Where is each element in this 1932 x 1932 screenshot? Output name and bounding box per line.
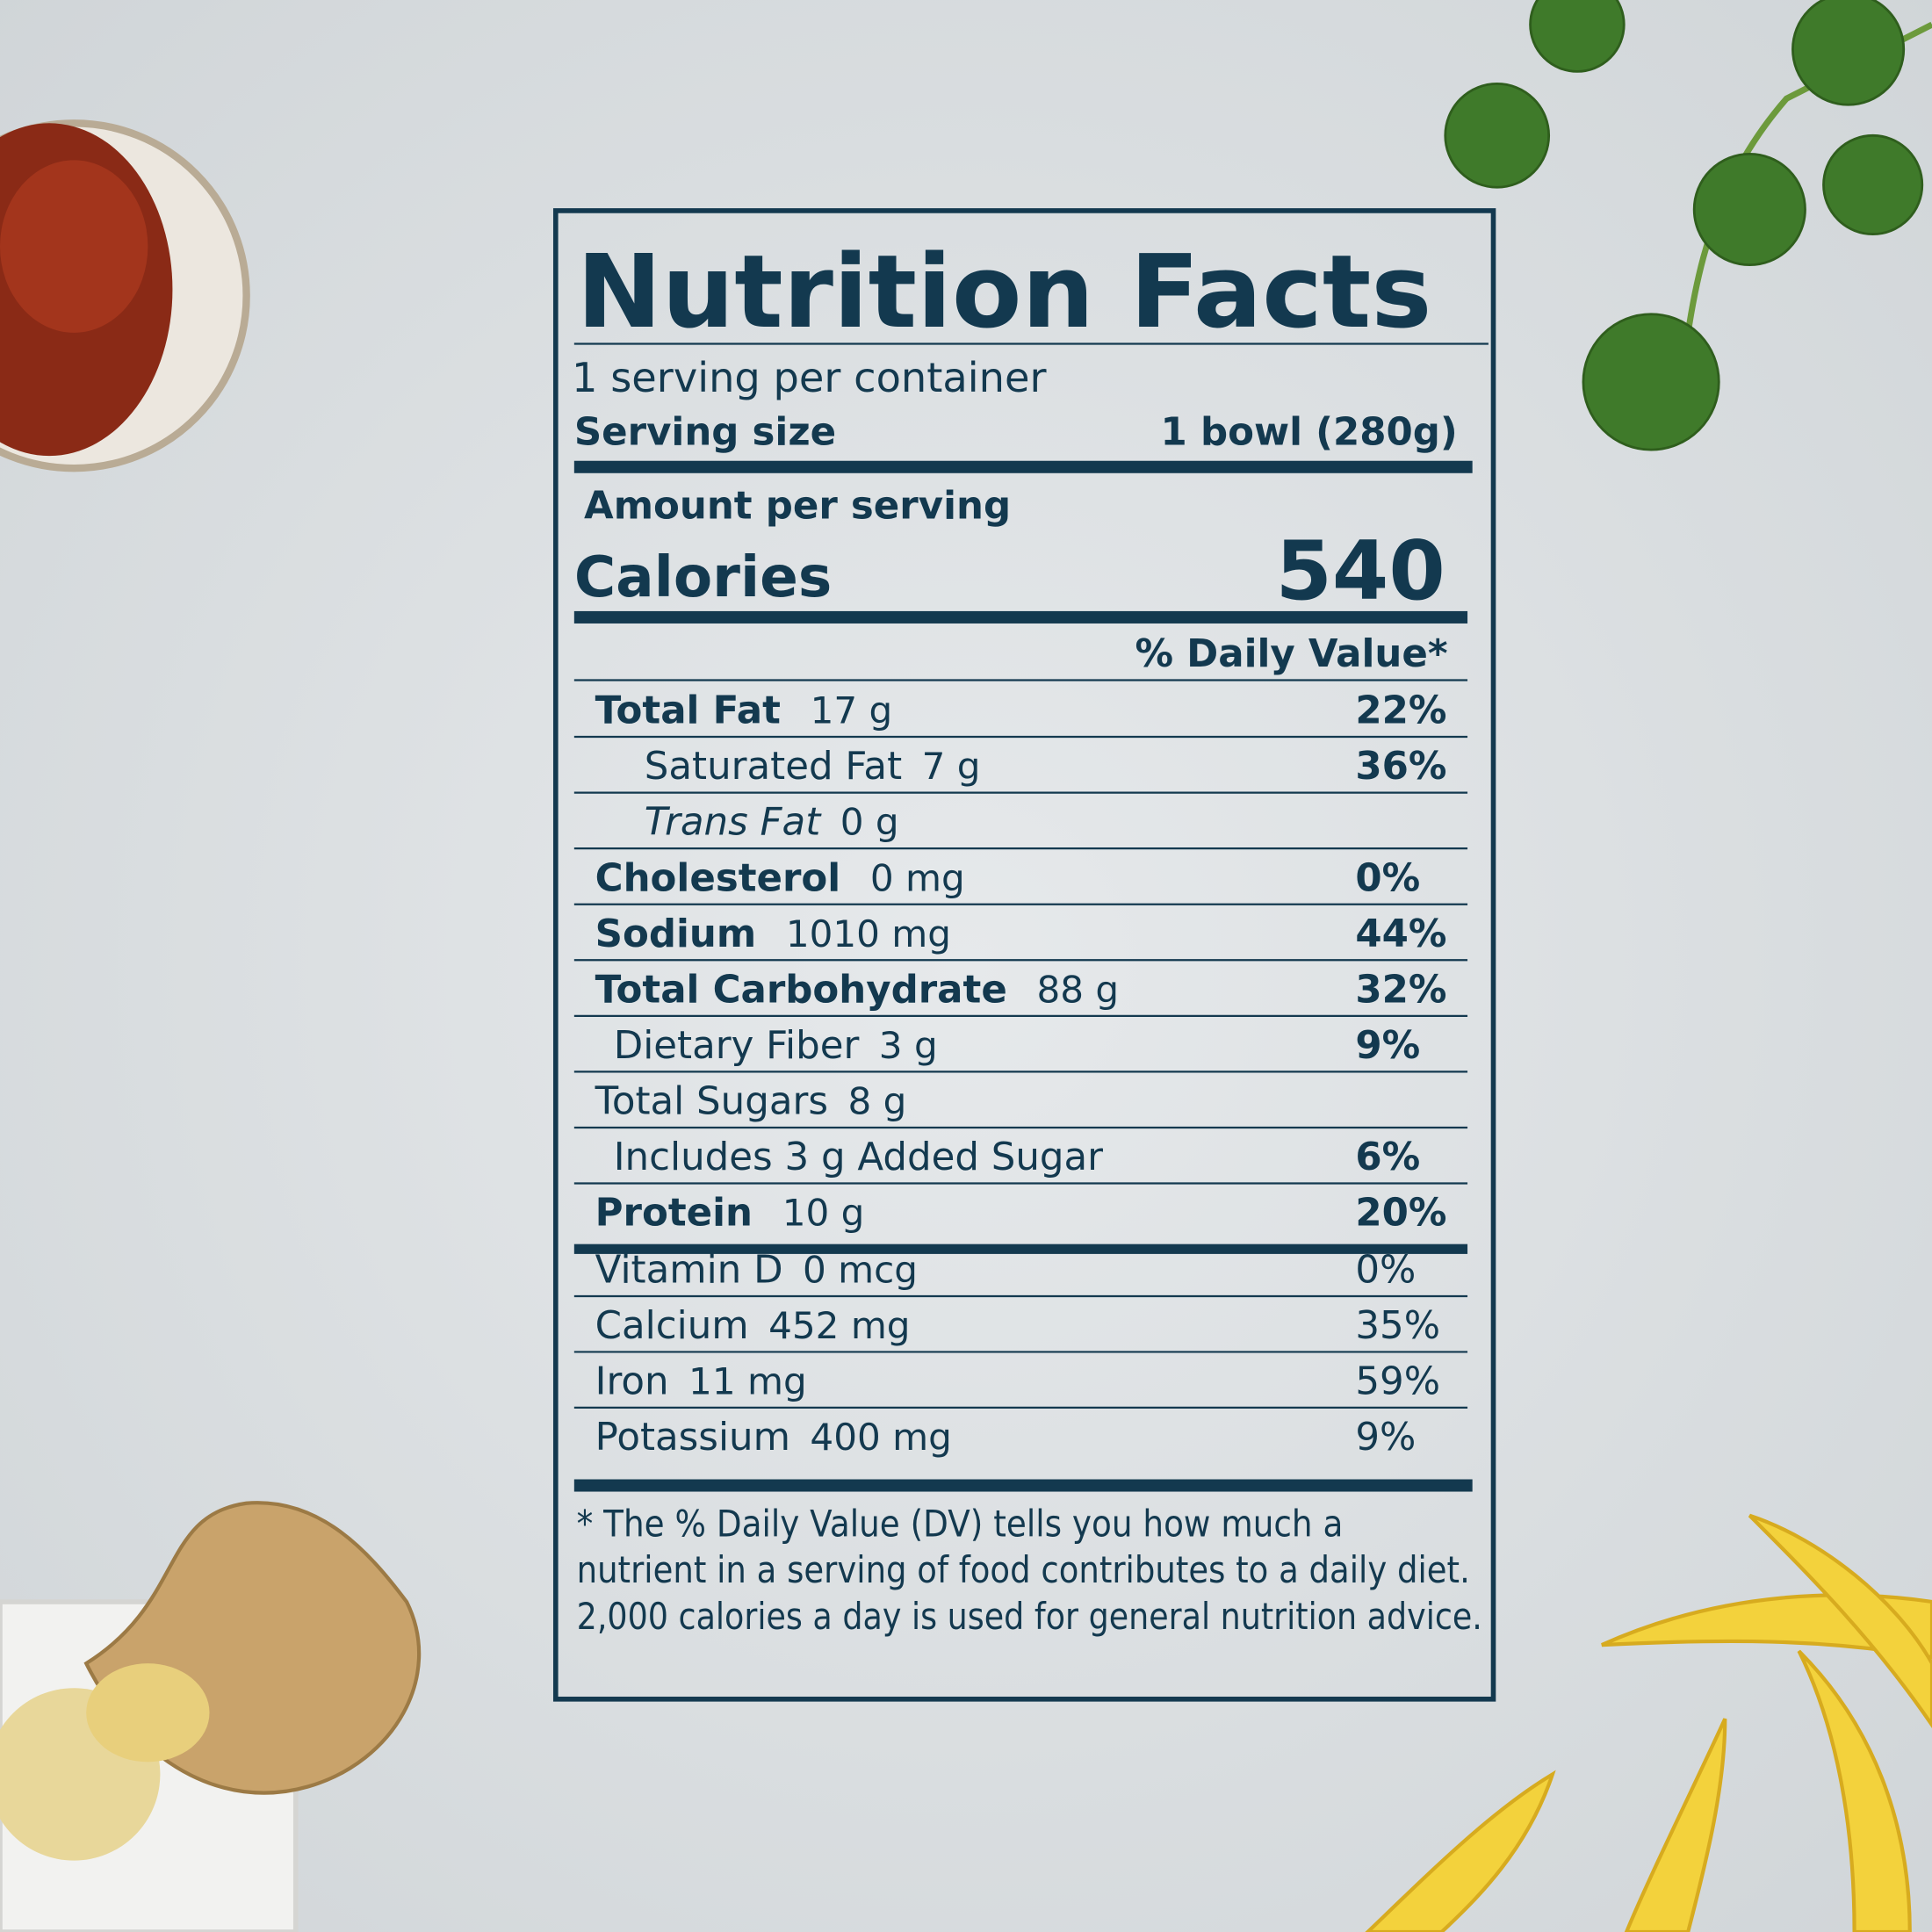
- nutrient-amount: 0 mcg: [803, 1249, 918, 1292]
- nutrient-name: Calcium: [595, 1304, 749, 1348]
- nutrition-label: Nutrition Facts 1 serving per container …: [552, 208, 1496, 1702]
- daily-value: 0%: [1355, 1249, 1416, 1293]
- calories-value: 540: [1276, 523, 1445, 618]
- nutrient-name: Protein: [595, 1192, 753, 1236]
- daily-value: 6%: [1355, 1135, 1420, 1179]
- daily-value-header: % Daily Value*: [1135, 632, 1447, 676]
- nutrient-name: Vitamin D: [595, 1249, 783, 1293]
- nutrient-amount: 400 mg: [810, 1416, 951, 1459]
- chili-paste-bowl: [0, 119, 250, 472]
- serving-size-value: 1 bowl (280g): [1161, 411, 1458, 455]
- servings: 1 serving per container: [572, 354, 1047, 401]
- calories-label: Calories: [574, 544, 832, 610]
- nutrient-name: Dietary Fiber: [614, 1024, 860, 1068]
- nutrient-amount: 3 g: [879, 1024, 938, 1067]
- nutrient-name: Potassium: [595, 1416, 790, 1460]
- daily-value: 36%: [1355, 745, 1446, 789]
- nutrient-amount: 88 g: [1036, 968, 1119, 1011]
- nutrient-name: Trans Fat: [645, 801, 822, 845]
- nutrient-name: Total Fat: [595, 689, 781, 733]
- baby-corn: [1365, 1513, 1932, 1932]
- daily-value: 9%: [1355, 1416, 1416, 1460]
- nutrient-amount: 7 g: [922, 745, 981, 788]
- cilantro: [1444, 0, 1932, 451]
- amount-per-serving: Amount per serving: [584, 485, 1011, 529]
- daily-value: 22%: [1355, 689, 1446, 733]
- footnote-line: * The % Daily Value (DV) tells you how m…: [577, 1503, 1344, 1546]
- nutrient-amount: 10 g: [782, 1192, 865, 1235]
- ginger: [0, 1501, 422, 1932]
- label-border: [552, 208, 1496, 1702]
- nutrient-name: Iron: [595, 1359, 669, 1403]
- divider: [573, 460, 1473, 473]
- nutrient-amount: 17 g: [811, 689, 893, 732]
- nutrient-amount: 0 mg: [870, 856, 965, 899]
- nutrient-amount: 8 g: [847, 1080, 906, 1123]
- nutrient-name: Total Carbohydrate: [595, 968, 1007, 1012]
- daily-value: 9%: [1355, 1024, 1420, 1068]
- nutrient-amount: 1010 mg: [786, 912, 951, 955]
- nutrient-name: Sodium: [595, 912, 757, 956]
- nutrient-name: Includes 3 g Added Sugar: [614, 1135, 1103, 1179]
- daily-value: 59%: [1355, 1359, 1440, 1403]
- footnote-line: nutrient in a serving of food contribute…: [577, 1548, 1470, 1591]
- divider: [573, 1244, 1468, 1254]
- nutrient-amount: 0 g: [840, 801, 899, 844]
- nutrient-name: Saturated Fat: [645, 745, 902, 789]
- daily-value: 20%: [1355, 1192, 1446, 1236]
- nutrient-name: Total Sugars: [595, 1080, 828, 1124]
- daily-value: 0%: [1355, 856, 1420, 900]
- daily-value: 35%: [1355, 1304, 1440, 1348]
- nutrient-name: Cholesterol: [595, 856, 841, 900]
- daily-value: 44%: [1355, 912, 1446, 956]
- title: Nutrition Facts: [577, 234, 1432, 351]
- daily-value: 32%: [1355, 968, 1446, 1012]
- footnote-line: 2,000 calories a day is used for general…: [577, 1595, 1482, 1638]
- divider: [573, 610, 1468, 624]
- nutrient-amount: 452 mg: [768, 1304, 910, 1347]
- nutrient-amount: 11 mg: [688, 1359, 807, 1402]
- divider: [573, 1479, 1473, 1492]
- serving-size-label: Serving size: [574, 411, 836, 455]
